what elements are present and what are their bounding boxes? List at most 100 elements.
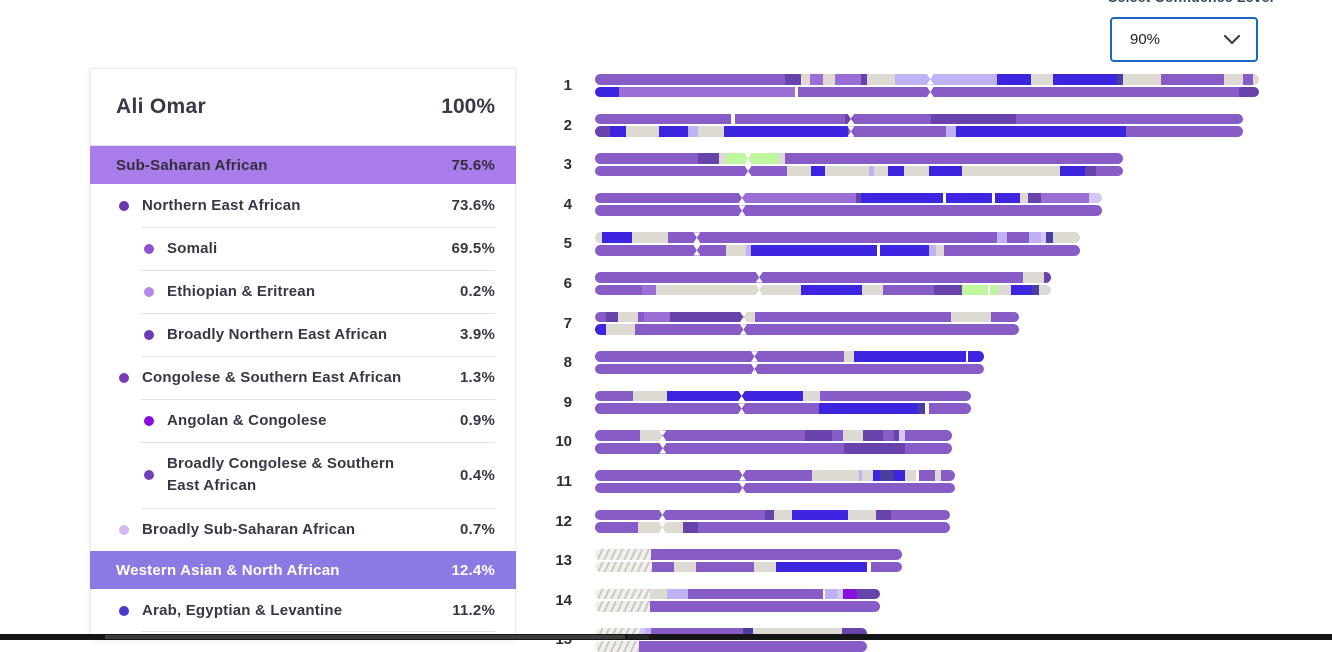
ancestry-segment-L[interactable] — [825, 588, 837, 600]
ancestry-segment-X[interactable] — [991, 192, 995, 204]
ancestry-segment-G[interactable] — [605, 324, 636, 335]
ancestry-segment-G[interactable] — [935, 470, 941, 481]
ancestry-segment-P[interactable] — [595, 470, 742, 481]
ancestry-segment-W[interactable] — [1041, 232, 1046, 243]
ancestry-segment-B[interactable] — [894, 470, 906, 481]
ancestry-segment-X[interactable] — [794, 86, 799, 98]
ancestry-segment-C[interactable] — [880, 470, 895, 481]
ancestry-segment-G[interactable] — [844, 351, 855, 362]
ancestry-segment-B[interactable] — [1011, 284, 1033, 296]
ancestry-segment-P[interactable] — [651, 561, 674, 573]
chromosome-14-copy-2[interactable] — [595, 601, 880, 612]
ancestry-segment-Q[interactable] — [810, 74, 823, 85]
ancestry-segment-D[interactable] — [669, 311, 745, 323]
ancestry-segment-G[interactable] — [950, 311, 992, 323]
chromosome-2-copy-2[interactable] — [595, 126, 1243, 137]
ancestry-segment-C[interactable] — [1116, 74, 1124, 85]
ancestry-segment-B[interactable] — [595, 324, 606, 335]
ancestry-segment-P[interactable] — [637, 311, 644, 323]
ancestry-segment-P[interactable] — [595, 284, 642, 296]
ancestry-segment-B[interactable] — [819, 403, 918, 414]
chromosome-12-copy-1[interactable] — [595, 509, 950, 521]
ancestry-segment-P[interactable] — [991, 311, 1019, 323]
chromosome-9-copy-1[interactable] — [595, 390, 971, 402]
ancestry-segment-C[interactable] — [742, 628, 753, 639]
ancestry-segment-P[interactable] — [595, 74, 785, 85]
ancestry-row-congolese-southern-east-african[interactable]: Congolese & Southern East African 1.3% — [91, 356, 515, 399]
ancestry-segment-D[interactable] — [1084, 165, 1096, 177]
ancestry-segment-P[interactable] — [595, 205, 744, 216]
ancestry-segment-B[interactable] — [968, 351, 984, 362]
ancestry-segment-P[interactable] — [919, 470, 936, 481]
ancestry-segment-B[interactable] — [750, 245, 878, 256]
ancestry-segment-X[interactable] — [731, 113, 735, 125]
ancestry-segment-B[interactable] — [994, 192, 1021, 204]
ancestry-segment-X[interactable] — [987, 284, 991, 296]
ancestry-segment-P[interactable] — [754, 311, 951, 323]
ancestry-segment-P[interactable] — [743, 324, 1019, 335]
ancestry-segment-B[interactable] — [724, 126, 849, 137]
ancestry-segment-H[interactable] — [595, 588, 650, 600]
ancestry-segment-X[interactable] — [877, 245, 881, 256]
ancestry-segment-B[interactable] — [955, 126, 1126, 137]
chromosome-12-copy-2[interactable] — [595, 522, 950, 533]
ancestry-segment-C[interactable] — [1045, 232, 1054, 243]
ancestry-segment-G[interactable] — [1224, 74, 1244, 85]
chromosome-8-copy-1[interactable] — [595, 351, 984, 362]
ancestry-segment-P[interactable] — [662, 430, 679, 441]
ancestry-segment-G[interactable] — [649, 588, 667, 600]
ancestry-segment-B[interactable] — [811, 165, 825, 177]
ancestry-segment-G[interactable] — [626, 126, 659, 137]
ancestry-segment-G[interactable] — [661, 522, 684, 533]
ancestry-segment-Q[interactable] — [618, 86, 795, 98]
ancestry-segment-P[interactable] — [905, 443, 952, 454]
ancestry-segment-D[interactable] — [876, 509, 891, 521]
ancestry-segment-G[interactable] — [843, 430, 864, 441]
ancestry-segment-P[interactable] — [743, 403, 820, 414]
ancestry-segment-G[interactable] — [595, 232, 603, 243]
ancestry-row-broadly-northern-east-african[interactable]: Broadly Northern East African 3.9% — [91, 313, 515, 356]
ancestry-segment-P[interactable] — [1125, 126, 1243, 137]
ancestry-segment-B[interactable] — [1053, 74, 1117, 85]
ancestry-segment-P[interactable] — [943, 245, 1080, 256]
ancestry-segment-W[interactable] — [899, 430, 905, 441]
ancestry-segment-P[interactable] — [595, 272, 761, 283]
ancestry-segment-P[interactable] — [890, 509, 950, 521]
ancestry-segment-C[interactable] — [1032, 284, 1040, 296]
ancestry-group-western-asian-north-african[interactable]: Western Asian & North African 12.4% — [90, 551, 516, 589]
ancestry-segment-G[interactable] — [961, 165, 1061, 177]
ancestry-segment-G[interactable] — [1031, 74, 1054, 85]
ancestry-segment-D[interactable] — [805, 430, 833, 441]
ancestry-segment-G[interactable] — [1020, 192, 1028, 204]
ancestry-segment-G[interactable] — [847, 509, 877, 521]
ancestry-segment-G[interactable] — [862, 470, 874, 481]
ancestry-segment-P[interactable] — [798, 86, 934, 98]
ancestry-segment-D[interactable] — [1238, 86, 1259, 98]
ancestry-segment-X[interactable] — [942, 192, 946, 204]
ancestry-segment-G[interactable] — [618, 311, 638, 323]
ancestry-segment-B[interactable] — [928, 165, 962, 177]
chromosome-10-copy-1[interactable] — [595, 430, 952, 441]
ancestry-segment-B[interactable] — [792, 509, 848, 521]
ancestry-segment-P[interactable] — [688, 588, 824, 600]
ancestry-segment-G[interactable] — [866, 74, 896, 85]
ancestry-segment-P[interactable] — [1160, 74, 1225, 85]
ancestry-segment-P[interactable] — [595, 390, 633, 402]
ancestry-segment-G[interactable] — [640, 430, 663, 441]
ancestry-segment-H[interactable] — [595, 628, 640, 639]
ancestry-segment-P[interactable] — [649, 601, 880, 612]
ancestry-segment-P[interactable] — [595, 403, 744, 414]
ancestry-segment-P[interactable] — [743, 205, 1102, 216]
ancestry-segment-N[interactable] — [962, 284, 988, 296]
chromosome-11-copy-1[interactable] — [595, 470, 955, 481]
ancestry-segment-G[interactable] — [1023, 272, 1045, 283]
ancestry-row-angolan-congolese[interactable]: Angolan & Congolese 0.9% — [91, 399, 515, 442]
ancestry-segment-P[interactable] — [1243, 74, 1253, 85]
ancestry-segment-L[interactable] — [1028, 232, 1042, 243]
ancestry-row-arab-egyptian-levantine[interactable]: Arab, Egyptian & Levantine 11.2% — [91, 589, 515, 632]
ancestry-segment-G[interactable] — [812, 470, 859, 481]
ancestry-segment-X[interactable] — [823, 588, 826, 600]
ancestry-segment-G[interactable] — [754, 561, 777, 573]
ancestry-segment-X[interactable] — [925, 403, 930, 414]
ancestry-segment-P[interactable] — [595, 482, 745, 494]
